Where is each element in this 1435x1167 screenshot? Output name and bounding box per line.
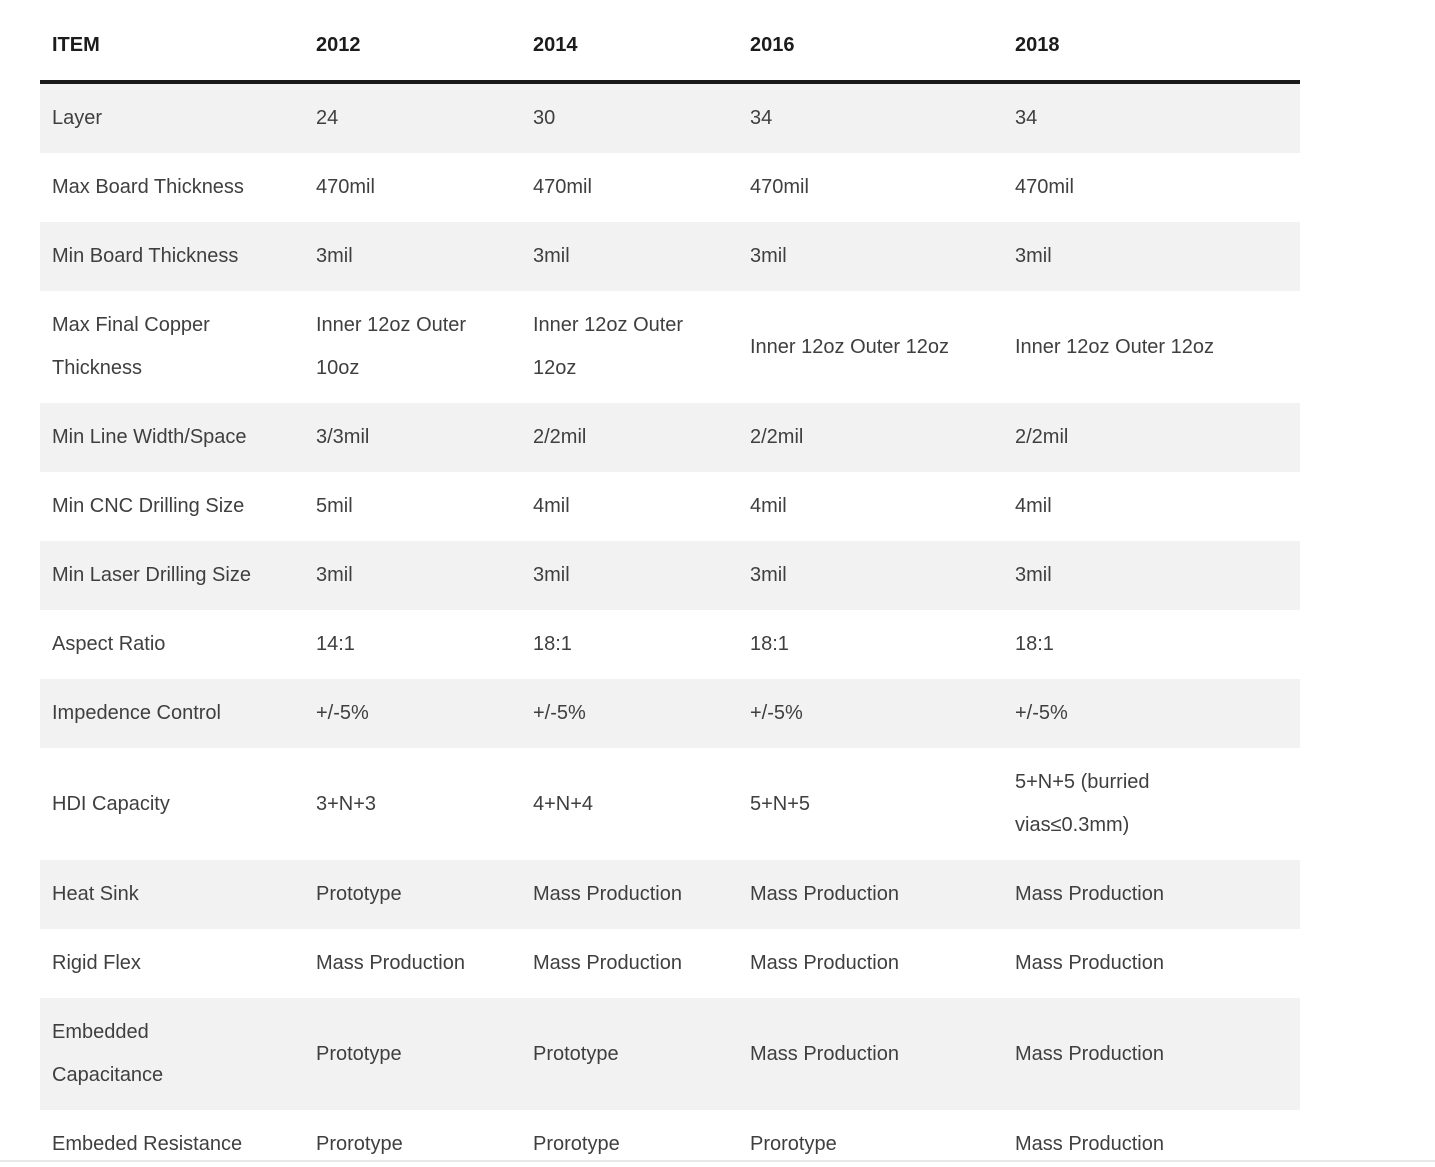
row-label: Rigid Flex bbox=[52, 952, 141, 974]
column-header-year-2014: 2014 bbox=[521, 10, 738, 84]
value-cell: Mass Production bbox=[1003, 998, 1300, 1110]
value-cell: 18:1 bbox=[750, 633, 789, 655]
row-label: Min Line Width/Space bbox=[40, 403, 304, 472]
value-cell: Prorotype bbox=[316, 1133, 403, 1155]
column-header-year-2012: 2012 bbox=[304, 10, 521, 84]
table-row: Heat Sink Prototype Mass Production Mass Pr… bbox=[40, 860, 1300, 929]
value-cell: 470mil bbox=[316, 176, 375, 198]
value-cell: 4mil bbox=[533, 495, 570, 517]
value-cell: 34 bbox=[1003, 82, 1300, 153]
table-row: Aspect Ratio 14:1 18:1 18:1 18:1 bbox=[40, 610, 1300, 679]
value-cell: Mass Production bbox=[1003, 860, 1300, 929]
value-cell: Mass Production bbox=[521, 860, 738, 929]
row-label: Max Final Copper Thickness bbox=[52, 314, 210, 379]
table-row: Max Board Thickness 470mil 470mil 470mil 470… bbox=[40, 153, 1300, 222]
table-row: Min CNC Drilling Size 5mil 4mil 4mil 4mil bbox=[40, 472, 1300, 541]
value-cell: +/-5% bbox=[1003, 679, 1300, 748]
value-cell: 14:1 bbox=[316, 633, 355, 655]
column-header-year-2018: 2018 bbox=[1003, 10, 1300, 84]
value-cell: 18:1 bbox=[1015, 633, 1054, 655]
table-row: Layer 24 30 34 34 bbox=[40, 82, 1300, 153]
header-row: ITEM 2012 2014 2016 2018 bbox=[40, 10, 1300, 84]
pcb-capability-table: ITEM 2012 2014 2016 2018 Layer 24 30 34 34 Max Bo… bbox=[40, 10, 1300, 1167]
table-row: Rigid Flex Mass Production Mass Production… bbox=[40, 929, 1300, 998]
value-cell: 5mil bbox=[316, 495, 353, 517]
value-cell: Mass Production bbox=[316, 952, 465, 974]
value-cell: Mass Production bbox=[738, 998, 1003, 1110]
row-label: Min Laser Drilling Size bbox=[40, 541, 304, 610]
value-cell: Prorotype bbox=[750, 1133, 837, 1155]
value-cell: Mass Production bbox=[1015, 1133, 1164, 1155]
value-cell: 5+N+5 bbox=[750, 792, 811, 815]
table-row: Min Laser Drilling Size 3mil 3mil 3mil 3mil bbox=[40, 541, 1300, 610]
value-cell: 5+N+5 (burried vias≤0.3mm) bbox=[1015, 771, 1150, 836]
value-cell: 2/2mil bbox=[738, 403, 1003, 472]
table-body: Layer 24 30 34 34 Max Board Thickness 470mil 47… bbox=[40, 82, 1300, 1167]
row-label: Impedence Control bbox=[40, 679, 304, 748]
value-cell: +/-5% bbox=[521, 679, 738, 748]
value-cell: 4+N+4 bbox=[533, 792, 594, 815]
row-label: Min Board Thickness bbox=[40, 222, 304, 291]
table-row: Max Final Copper Thickness Inner 12oz Out… bbox=[40, 291, 1300, 403]
row-label: Embedded Capacitance bbox=[40, 998, 304, 1110]
table-row: Embedded Capacitance Prototype Prototype Ma… bbox=[40, 998, 1300, 1110]
value-cell: 3+N+3 bbox=[316, 792, 377, 815]
row-label: Min CNC Drilling Size bbox=[52, 495, 245, 517]
row-label: Layer bbox=[40, 82, 304, 153]
value-cell: Inner 12oz Outer 10oz bbox=[316, 314, 467, 379]
value-cell: Inner 12oz Outer 12oz bbox=[750, 335, 950, 358]
row-label: Max Board Thickness bbox=[52, 176, 244, 198]
value-cell: 470mil bbox=[1015, 176, 1074, 198]
value-cell: 24 bbox=[304, 82, 521, 153]
row-label: HDI Capacity bbox=[52, 792, 170, 815]
column-header-item: ITEM bbox=[40, 10, 304, 84]
value-cell: 2/2mil bbox=[1003, 403, 1300, 472]
value-cell: Mass Production bbox=[738, 860, 1003, 929]
value-cell: Mass Production bbox=[750, 952, 899, 974]
value-cell: 3mil bbox=[1003, 541, 1300, 610]
value-cell: 4mil bbox=[1015, 495, 1052, 517]
value-cell: Inner 12oz Outer 12oz bbox=[533, 314, 684, 379]
table-row: Min Line Width/Space 3/3mil 2/2mil 2/2mil 2/… bbox=[40, 403, 1300, 472]
value-cell: 3mil bbox=[304, 222, 521, 291]
row-label: Aspect Ratio bbox=[52, 633, 166, 655]
value-cell: 18:1 bbox=[533, 633, 572, 655]
value-cell: Inner 12oz Outer 12oz bbox=[1015, 335, 1215, 358]
value-cell: 3mil bbox=[738, 541, 1003, 610]
value-cell: 3mil bbox=[304, 541, 521, 610]
column-header-year-2016: 2016 bbox=[738, 10, 1003, 84]
value-cell: Prototype bbox=[304, 998, 521, 1110]
table-row: Min Board Thickness 3mil 3mil 3mil 3mil bbox=[40, 222, 1300, 291]
table-row: HDI Capacity 3+N+3 4+N+4 5+N+5 5+N+5 (burrie… bbox=[40, 748, 1300, 860]
table-row: Embeded Resistance Prorotype Prorotype Pror… bbox=[40, 1110, 1300, 1167]
row-label: Embeded Resistance bbox=[52, 1133, 243, 1155]
value-cell: Prototype bbox=[304, 860, 521, 929]
value-cell: Prototype bbox=[521, 998, 738, 1110]
value-cell: 2/2mil bbox=[521, 403, 738, 472]
value-cell: Prorotype bbox=[533, 1133, 620, 1155]
row-label: Heat Sink bbox=[40, 860, 304, 929]
value-cell: Mass Production bbox=[533, 952, 682, 974]
value-cell: 470mil bbox=[533, 176, 592, 198]
value-cell: 34 bbox=[738, 82, 1003, 153]
value-cell: 4mil bbox=[750, 495, 787, 517]
value-cell: 3mil bbox=[521, 541, 738, 610]
bottom-divider bbox=[0, 1160, 1435, 1162]
value-cell: +/-5% bbox=[304, 679, 521, 748]
value-cell: 30 bbox=[521, 82, 738, 153]
value-cell: +/-5% bbox=[738, 679, 1003, 748]
value-cell: 3/3mil bbox=[304, 403, 521, 472]
value-cell: 3mil bbox=[738, 222, 1003, 291]
table-row: Impedence Control +/-5% +/-5% +/-5% +/-5% bbox=[40, 679, 1300, 748]
value-cell: 3mil bbox=[521, 222, 738, 291]
value-cell: 470mil bbox=[750, 176, 809, 198]
value-cell: 3mil bbox=[1003, 222, 1300, 291]
value-cell: Mass Production bbox=[1015, 952, 1164, 974]
